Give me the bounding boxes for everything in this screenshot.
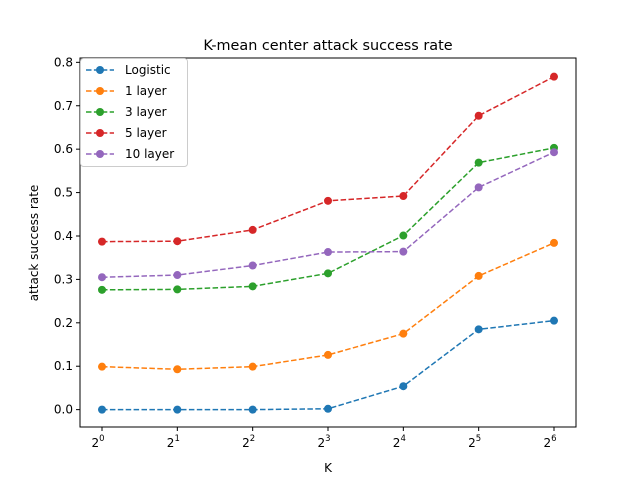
legend-label: 5 layer — [125, 126, 167, 140]
y-tick-label: 0.4 — [54, 229, 73, 243]
data-point — [474, 158, 483, 167]
legend-label: Logistic — [125, 63, 171, 77]
series-line — [102, 319, 555, 411]
legend-item: 1 layer — [86, 84, 167, 98]
x-tick-base: 2 — [242, 436, 250, 450]
x-tick-exponent: 0 — [99, 434, 104, 444]
y-tick-label: 0.2 — [54, 316, 73, 330]
y-tick-label: 0.5 — [54, 186, 73, 200]
data-point — [550, 238, 558, 247]
x-tick-base: 2 — [167, 436, 175, 450]
data-point — [324, 248, 332, 257]
legend-label: 1 layer — [125, 84, 167, 98]
data-point — [248, 362, 257, 371]
x-tick-base: 2 — [468, 436, 476, 450]
series-logistic — [98, 316, 558, 414]
x-tick-base: 2 — [393, 436, 401, 450]
series-10-layer — [98, 148, 558, 282]
data-point — [474, 183, 483, 192]
y-tick-label: 0.1 — [54, 359, 73, 373]
data-point — [98, 273, 106, 282]
legend-marker — [96, 87, 104, 95]
x-tick-label: 20 — [91, 434, 104, 450]
series-5-layer — [98, 72, 558, 246]
legend-label: 3 layer — [125, 105, 167, 119]
x-axis: 20 21 22 23 24 25 26 — [91, 427, 557, 450]
x-axis-label: K — [324, 461, 333, 475]
data-point — [248, 225, 257, 234]
data-point — [399, 247, 408, 256]
x-tick-base: 2 — [543, 436, 551, 450]
series-layer — [98, 72, 558, 414]
series-line — [101, 151, 555, 278]
data-point — [248, 282, 257, 291]
data-point — [550, 316, 558, 325]
legend-item: Logistic — [86, 63, 171, 77]
data-point — [550, 72, 558, 81]
data-point — [399, 231, 408, 240]
x-tick-exponent: 3 — [325, 434, 330, 444]
y-axis: 0.0 0.1 0.2 0.3 0.4 0.5 0.6 0.7 0.8 — [54, 55, 80, 417]
data-point — [98, 405, 106, 414]
x-tick-exponent: 2 — [250, 434, 255, 444]
data-point — [399, 192, 408, 201]
x-tick-label: 26 — [543, 434, 556, 450]
data-point — [474, 325, 483, 334]
legend-item: 3 layer — [86, 105, 167, 119]
series-1-layer — [98, 238, 558, 374]
data-point — [324, 350, 332, 359]
y-tick-label: 0.8 — [54, 55, 73, 69]
x-tick-label: 24 — [393, 434, 406, 450]
data-point — [173, 405, 182, 414]
x-tick-exponent: 1 — [174, 434, 179, 444]
data-point — [173, 285, 182, 294]
data-point — [248, 405, 257, 414]
data-point — [98, 285, 106, 294]
series-3-layer — [98, 143, 558, 294]
x-tick-label: 23 — [317, 434, 330, 450]
legend-marker — [96, 129, 104, 137]
x-tick-exponent: 5 — [476, 434, 481, 444]
legend-marker — [96, 66, 104, 74]
x-tick-exponent: 4 — [400, 434, 405, 444]
x-tick-base: 2 — [91, 436, 99, 450]
x-tick-label: 22 — [242, 434, 255, 450]
legend-item: 5 layer — [86, 126, 167, 140]
x-tick-exponent: 6 — [551, 434, 556, 444]
data-point — [98, 237, 106, 246]
legend: Logistic 1 layer 3 layer 5 layer 10 layer — [80, 58, 188, 167]
data-point — [173, 271, 182, 280]
data-point — [399, 329, 408, 338]
legend-item: 10 layer — [86, 147, 174, 161]
x-tick-label: 25 — [468, 434, 481, 450]
x-tick-label: 21 — [167, 434, 180, 450]
data-point — [550, 148, 558, 157]
y-tick-label: 0.6 — [54, 142, 73, 156]
x-tick-base: 2 — [317, 436, 325, 450]
data-point — [173, 365, 182, 374]
y-tick-label: 0.3 — [54, 272, 73, 286]
data-point — [98, 362, 106, 371]
data-point — [248, 261, 257, 270]
y-tick-label: 0.7 — [54, 99, 73, 113]
data-point — [324, 404, 332, 413]
data-point — [173, 237, 182, 246]
legend-label: 10 layer — [125, 147, 174, 161]
legend-marker — [96, 150, 104, 158]
y-axis-label: attack success rate — [27, 185, 41, 302]
data-point — [474, 271, 483, 280]
legend-marker — [96, 108, 104, 116]
chart-title: K-mean center attack success rate — [203, 38, 452, 54]
data-point — [324, 196, 332, 205]
data-point — [399, 382, 408, 391]
y-tick-label: 0.0 — [54, 403, 73, 417]
series-line — [101, 242, 555, 371]
data-point — [324, 269, 332, 278]
series-line — [101, 147, 555, 291]
data-point — [474, 111, 483, 120]
legend-box — [80, 58, 188, 167]
